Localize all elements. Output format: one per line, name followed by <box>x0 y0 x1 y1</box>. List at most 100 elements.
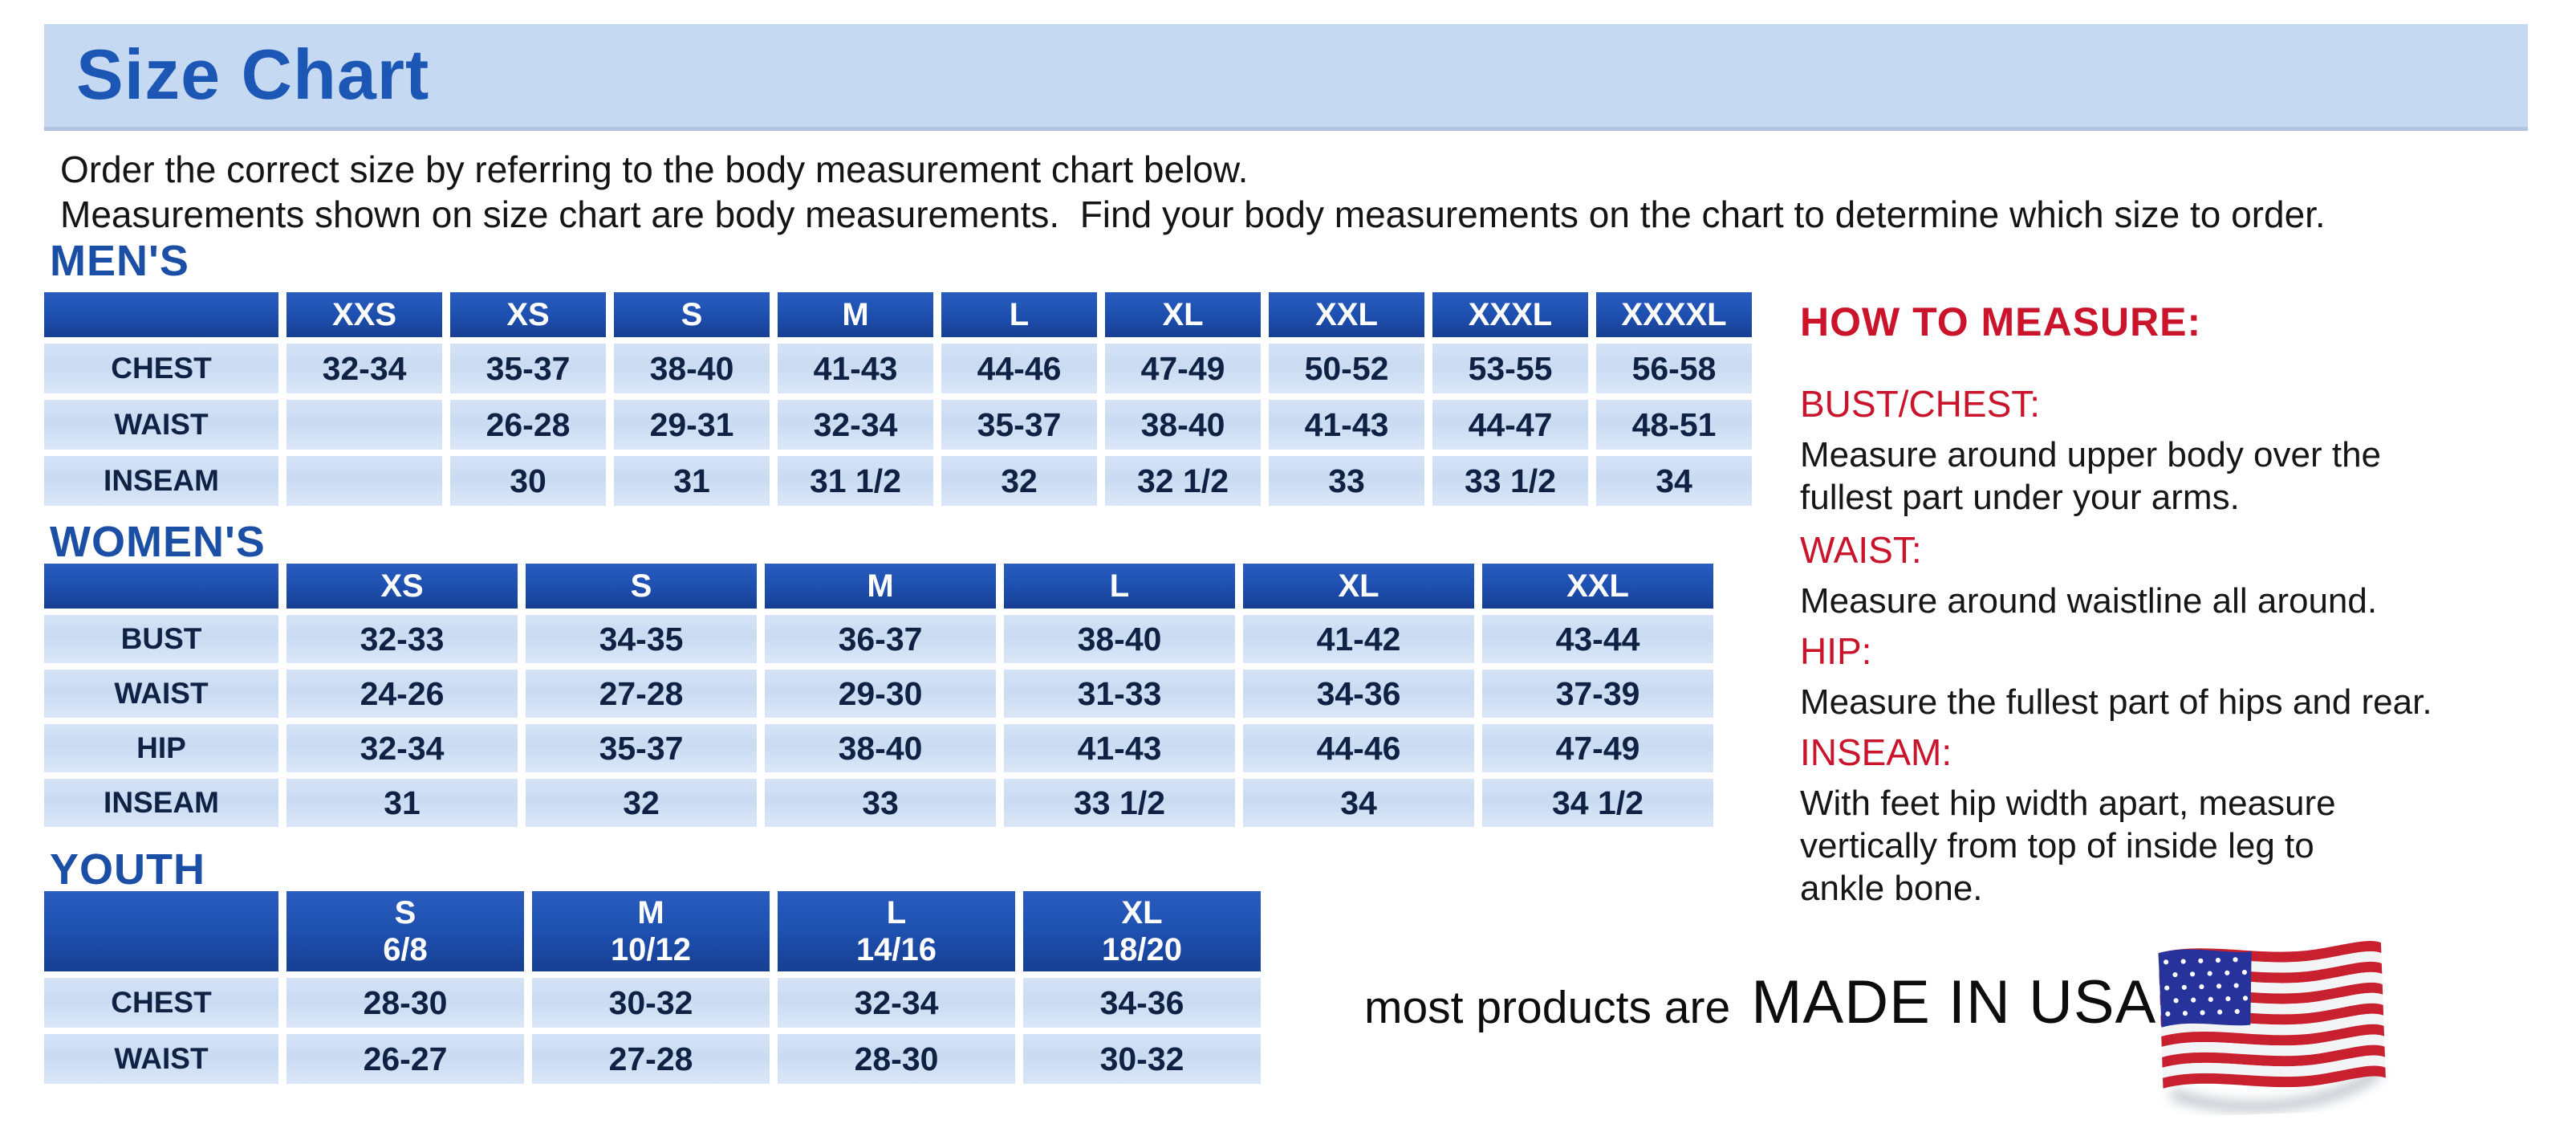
size-value-cell: 47-49 <box>1482 724 1713 772</box>
table-row: INSEAM 30 31 31 1/2 32 32 1/2 33 33 1/2 34 <box>44 456 1752 506</box>
intro-line-1: Order the correct size by referring to t… <box>60 149 1249 190</box>
row-label: INSEAM <box>44 456 278 506</box>
size-value-cell: 35-37 <box>450 344 606 393</box>
column-header: XL 18/20 <box>1023 891 1261 971</box>
corner-cell <box>44 564 278 609</box>
header-row: XS S M L XL XXL <box>44 564 1713 609</box>
size-value-cell: 26-27 <box>286 1034 524 1084</box>
size-value-cell: 34 <box>1596 456 1752 506</box>
table-row: CHEST 28-30 30-32 32-34 34-36 <box>44 978 1261 1028</box>
size-value-cell: 31 1/2 <box>778 456 933 506</box>
size-value-cell <box>286 456 442 506</box>
row-label: BUST <box>44 615 278 663</box>
size-value-cell: 43-44 <box>1482 615 1713 663</box>
womens-size-table: XS S M L XL XXL BUST 32-33 34-35 36-37 38-40 41-42 4… <box>36 557 1721 833</box>
table-row: INSEAM 31 32 33 33 1/2 34 34 1/2 <box>44 779 1713 827</box>
size-value-cell: 38-40 <box>1004 615 1235 663</box>
waist-label: WAIST: <box>1800 529 1922 571</box>
hip-instructions: Measure the fullest part of hips and rea… <box>1800 682 2432 722</box>
column-header: S <box>526 564 757 609</box>
column-header: XXXL <box>1432 292 1588 337</box>
size-value-cell: 33 1/2 <box>1004 779 1235 827</box>
made-in-usa-line: most products are MADE IN USA <box>1364 967 2156 1037</box>
flag-stars <box>2164 957 2249 1016</box>
size-value-cell: 56-58 <box>1596 344 1752 393</box>
size-value-cell: 34 1/2 <box>1482 779 1713 827</box>
size-value-cell: 31 <box>286 779 518 827</box>
size-value-cell: 31 <box>614 456 770 506</box>
made-in-usa-text: MADE IN USA <box>1751 968 2157 1036</box>
size-value-cell: 44-46 <box>941 344 1097 393</box>
size-value-cell: 28-30 <box>286 978 524 1028</box>
row-label: CHEST <box>44 978 278 1028</box>
size-value-cell: 38-40 <box>1105 400 1261 450</box>
usa-flag-icon <box>2158 941 2386 1113</box>
column-header: L <box>1004 564 1235 609</box>
size-value-cell: 32-34 <box>286 344 442 393</box>
size-value-cell: 38-40 <box>765 724 996 772</box>
column-header: XL <box>1105 292 1261 337</box>
size-value-cell: 33 1/2 <box>1432 456 1588 506</box>
row-label: CHEST <box>44 344 278 393</box>
column-header: XXXXL <box>1596 292 1752 337</box>
table-row: WAIST 26-27 27-28 28-30 30-32 <box>44 1034 1261 1084</box>
size-value-cell: 32-34 <box>778 978 1015 1028</box>
size-value-cell: 41-42 <box>1243 615 1474 663</box>
hip-label: HIP: <box>1800 630 1872 672</box>
column-header: XS <box>286 564 518 609</box>
column-header: XXS <box>286 292 442 337</box>
size-value-cell: 33 <box>765 779 996 827</box>
column-header: XL <box>1243 564 1474 609</box>
size-value-cell: 44-47 <box>1432 400 1588 450</box>
header-row: S 6/8 M 10/12 L 14/16 XL 18/20 <box>44 891 1261 971</box>
size-value-cell: 36-37 <box>765 615 996 663</box>
mens-size-table: XXS XS S M L XL XXL XXXL XXXXL CHEST 32-34 35-37 38-… <box>36 286 1760 512</box>
size-value-cell: 35-37 <box>941 400 1097 450</box>
table-row: CHEST 32-34 35-37 38-40 41-43 44-46 47-49 50-52… <box>44 344 1752 393</box>
row-label: INSEAM <box>44 779 278 827</box>
size-value-cell: 29-30 <box>765 670 996 718</box>
table-row: HIP 32-34 35-37 38-40 41-43 44-46 47-49 <box>44 724 1713 772</box>
size-value-cell: 50-52 <box>1269 344 1424 393</box>
size-value-cell: 34-36 <box>1243 670 1474 718</box>
size-value-cell: 48-51 <box>1596 400 1752 450</box>
column-header: XXL <box>1482 564 1713 609</box>
corner-cell <box>44 292 278 337</box>
size-value-cell: 31-33 <box>1004 670 1235 718</box>
intro-line-2: Measurements shown on size chart are bod… <box>60 193 2326 235</box>
row-label: HIP <box>44 724 278 772</box>
size-value-cell: 33 <box>1269 456 1424 506</box>
table-row: BUST 32-33 34-35 36-37 38-40 41-42 43-44 <box>44 615 1713 663</box>
flag-shadow <box>2168 1066 2383 1113</box>
size-value-cell: 24-26 <box>286 670 518 718</box>
size-value-cell: 27-28 <box>532 1034 770 1084</box>
column-header: XS <box>450 292 606 337</box>
size-value-cell: 53-55 <box>1432 344 1588 393</box>
size-value-cell: 28-30 <box>778 1034 1015 1084</box>
size-value-cell: 30 <box>450 456 606 506</box>
size-value-cell: 32 1/2 <box>1105 456 1261 506</box>
size-value-cell: 30-32 <box>532 978 770 1028</box>
size-value-cell: 27-28 <box>526 670 757 718</box>
size-value-cell: 35-37 <box>526 724 757 772</box>
row-label: WAIST <box>44 1034 278 1084</box>
how-to-measure-heading: HOW TO MEASURE: <box>1800 299 2202 344</box>
bust-chest-label: BUST/CHEST: <box>1800 383 2041 425</box>
table-row: WAIST 24-26 27-28 29-30 31-33 34-36 37-39 <box>44 670 1713 718</box>
youth-size-table: S 6/8 M 10/12 L 14/16 XL 18/20 CHEST 28-30 30-… <box>36 885 1269 1090</box>
row-label: WAIST <box>44 400 278 450</box>
corner-cell <box>44 891 278 971</box>
row-label: WAIST <box>44 670 278 718</box>
youth-section-heading: YOUTH <box>50 845 205 894</box>
title-banner: Size Chart <box>44 24 2528 131</box>
size-value-cell: 32-34 <box>286 724 518 772</box>
column-header: M <box>778 292 933 337</box>
size-value-cell: 41-43 <box>1004 724 1235 772</box>
column-header: XXL <box>1269 292 1424 337</box>
size-value-cell: 26-28 <box>450 400 606 450</box>
inseam-label: INSEAM: <box>1800 731 1952 773</box>
intro-text: Order the correct size by referring to t… <box>60 147 2326 237</box>
waist-instructions: Measure around waistline all around. <box>1800 581 2378 621</box>
size-value-cell: 30-32 <box>1023 1034 1261 1084</box>
